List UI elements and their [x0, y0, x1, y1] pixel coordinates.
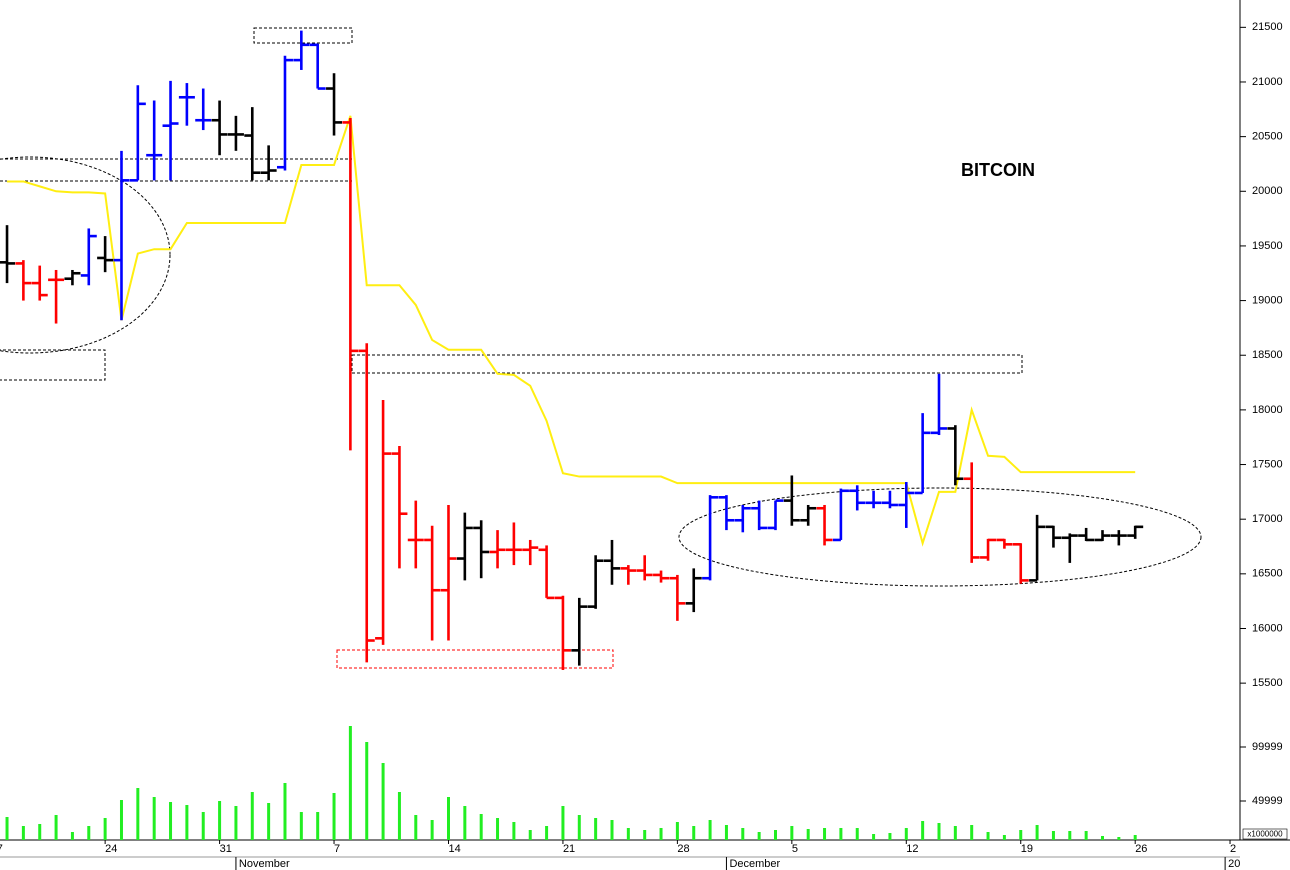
x-tick-label: 31 [220, 843, 232, 855]
x-tick-label: 7 [334, 843, 340, 855]
y-tick-label: 21500 [1252, 21, 1283, 33]
x-tick-label: 26 [1135, 843, 1147, 855]
y2-tick-label: 99999 [1252, 741, 1283, 753]
y-tick-label: 20000 [1252, 185, 1283, 197]
month-label: 2023 [1228, 858, 1252, 870]
month-label: December [729, 858, 780, 870]
annotation-box [0, 349, 106, 381]
y-tick-label: 21000 [1252, 76, 1283, 88]
y2-tick-label: 49999 [1252, 795, 1283, 807]
annotation-box [253, 27, 353, 44]
annotation-ellipse [678, 487, 1202, 587]
y-tick-label: 16500 [1252, 568, 1283, 580]
annotation-box [336, 649, 614, 669]
plot: 17 24 31 7 14 21 28 5 12 19 26 2 November December 202… [0, 30, 1252, 870]
y-tick-label: 15500 [1252, 677, 1283, 689]
volume-unit: x1000000 [1247, 830, 1283, 839]
x-tick-label: 17 [0, 843, 3, 855]
annotations [0, 27, 1202, 669]
chart-title: BITCOIN [961, 160, 1035, 180]
y-tick-label: 18500 [1252, 349, 1283, 361]
x-tick-label: 21 [563, 843, 575, 855]
x-tick-label: 19 [1021, 843, 1033, 855]
x-tick-label: 12 [906, 843, 918, 855]
y-tick-label: 20500 [1252, 131, 1283, 143]
annotation-ellipse [0, 156, 171, 354]
y-tick-label: 19000 [1252, 294, 1283, 306]
y-tick-label: 19500 [1252, 240, 1283, 252]
y-tick-label: 17000 [1252, 513, 1283, 525]
indicator-line [7, 115, 1136, 547]
x-tick-label: 28 [677, 843, 689, 855]
x-tick-label: 24 [105, 843, 117, 855]
x-tick-label: 14 [448, 843, 460, 855]
annotation-box [351, 354, 1023, 374]
unit-box [1242, 828, 1288, 840]
x-tick-label: 2 [1230, 843, 1236, 855]
month-label: November [239, 858, 290, 870]
y-tick-label: 17500 [1252, 458, 1283, 470]
x-tick-label: 5 [792, 843, 798, 855]
y-tick-label: 16000 [1252, 622, 1283, 634]
y-tick-label: 18000 [1252, 404, 1283, 416]
